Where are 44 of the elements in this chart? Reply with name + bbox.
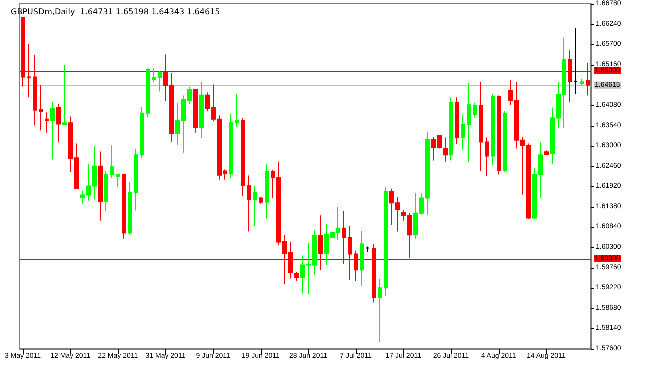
candlestick: [146, 68, 150, 118]
candlestick: [110, 145, 114, 179]
candlestick: [259, 196, 263, 204]
candlestick: [503, 110, 507, 172]
candlestick: [56, 104, 61, 142]
candlestick: [45, 112, 49, 134]
candlestick: [253, 186, 257, 227]
candlestick: [50, 102, 55, 160]
candlestick: [39, 85, 43, 132]
candlestick: [455, 97, 459, 146]
candlestick: [158, 70, 162, 92]
candlestick: [193, 88, 198, 134]
candlestick: [467, 82, 471, 163]
candlestick: [140, 106, 144, 159]
candlestick: [294, 271, 299, 282]
candlestick: [265, 164, 269, 220]
candlestick: [116, 173, 120, 188]
candlestick: [574, 28, 578, 95]
candlestick: [479, 82, 483, 172]
chart-title: GBPUSDm,Daily 1.64731 1.65198 1.64343 1.64615: [11, 8, 220, 16]
candlestick: [229, 113, 233, 179]
candlestick: [62, 64, 67, 126]
candlestick: [128, 182, 132, 236]
candlestick: [580, 78, 584, 86]
candlestick: [104, 170, 108, 212]
candlestick: [134, 148, 138, 212]
candlestick: [449, 97, 453, 162]
candlestick: [384, 186, 388, 297]
candlestick: [473, 102, 477, 118]
candlestick: [199, 82, 204, 140]
candlestick: [366, 246, 370, 253]
candlestick: [378, 278, 382, 343]
candlestick: [485, 137, 489, 177]
candlestick: [461, 114, 465, 150]
candlestick: [497, 95, 501, 176]
candlestick: [98, 151, 103, 222]
candlestick: [491, 94, 495, 166]
candlestick: [241, 118, 245, 197]
candlestick: [247, 175, 251, 232]
candlestick: [122, 173, 126, 240]
candlestick: [152, 68, 156, 84]
candlestick: [235, 94, 239, 128]
candlestick: [544, 150, 549, 156]
candlestick: [360, 230, 364, 286]
